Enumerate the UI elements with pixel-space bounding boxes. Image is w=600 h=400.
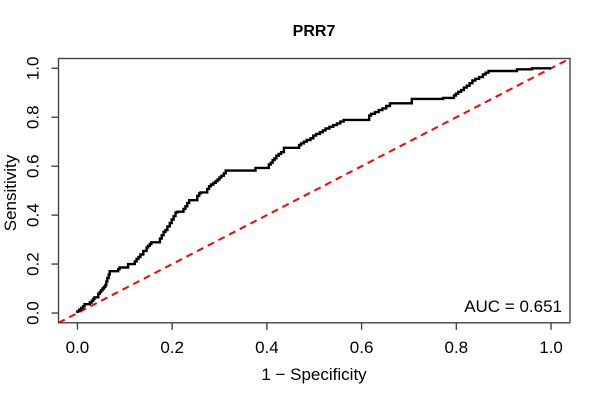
- x-axis-title: 1 − Specificity: [261, 365, 367, 384]
- x-tick-label: 0.4: [255, 338, 279, 357]
- x-tick-label: 1.0: [539, 338, 563, 357]
- x-tick-label: 0.2: [160, 338, 184, 357]
- y-tick-label: 1.0: [24, 56, 43, 80]
- chart-title: PRR7: [292, 23, 336, 40]
- x-tick-label: 0.0: [66, 338, 90, 357]
- auc-annotation: AUC = 0.651: [464, 297, 562, 316]
- roc-curve: [76, 67, 552, 313]
- y-tick-label: 0.6: [24, 154, 43, 178]
- x-tick-label: 0.8: [445, 338, 469, 357]
- y-tick-label: 0.8: [24, 105, 43, 129]
- y-axis-title: Sensitivity: [1, 154, 20, 232]
- x-tick-label: 0.6: [350, 338, 374, 357]
- y-tick-label: 0.2: [24, 252, 43, 276]
- y-tick-label: 0.4: [24, 203, 43, 227]
- plot-box: [57, 57, 571, 324]
- chance-diagonal-line: [58, 57, 571, 324]
- y-tick-label: 0.0: [24, 301, 43, 325]
